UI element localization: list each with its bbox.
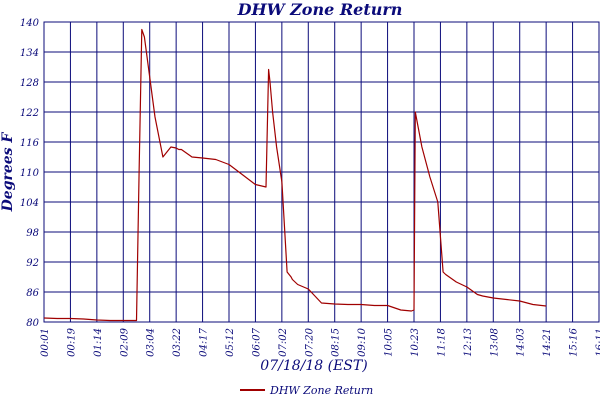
x-tick-label: 01:14: [93, 328, 104, 357]
y-tick-label: 92: [26, 258, 39, 269]
y-tick-label: 104: [20, 198, 39, 209]
plot-frame: [43, 21, 600, 323]
x-tick-label: 15:16: [569, 327, 580, 356]
x-tick-label: 16:11: [595, 328, 600, 357]
y-tick-label: 128: [20, 78, 39, 89]
x-tick-label: 03:04: [146, 328, 157, 357]
y-axis-ticks: 80 86 92 98 104 110 116 122 128 134 140: [20, 18, 40, 329]
x-tick-label: 05:12: [225, 328, 236, 357]
x-tick-label: 10:23: [410, 328, 421, 357]
legend: DHW Zone Return: [240, 384, 373, 397]
x-axis-ticks: 00:01 00:19 01:14 02:09 03:04 03:22 04:17 05:12…: [40, 327, 600, 356]
y-tick-label: 134: [20, 48, 39, 59]
x-tick-label: 07:20: [304, 327, 315, 356]
x-axis-label: 07/18/18 (EST): [260, 358, 367, 374]
x-tick-label: 00:01: [40, 328, 51, 357]
y-tick-label: 86: [26, 288, 39, 299]
legend-label: DHW Zone Return: [269, 384, 373, 397]
y-tick-label: 98: [26, 228, 39, 239]
chart-title: DHW Zone Return: [237, 0, 403, 19]
y-tick-label: 116: [20, 138, 40, 149]
x-tick-label: 11:18: [436, 328, 447, 357]
x-tick-label: 08:15: [331, 328, 342, 357]
x-tick-label: 09:10: [357, 327, 368, 356]
series-line: [43, 28, 547, 322]
x-tick-label: 00:19: [66, 327, 77, 356]
x-tick-label: 13:08: [489, 328, 500, 357]
x-tick-label: 14:21: [542, 328, 553, 357]
x-tick-label: 07:02: [278, 328, 289, 357]
y-tick-label: 110: [20, 168, 40, 179]
series-layer: [43, 28, 547, 322]
y-tick-label: 140: [20, 18, 40, 29]
x-tick-label: 02:09: [119, 327, 130, 356]
grid: [43, 21, 600, 323]
x-tick-label: 12:13: [463, 328, 474, 357]
y-tick-label: 80: [26, 318, 39, 329]
y-axis-label: Degrees F: [0, 132, 16, 213]
x-tick-label: 10:05: [384, 328, 395, 357]
x-tick-label: 06:07: [251, 327, 262, 356]
x-tick-label: 03:22: [172, 328, 183, 357]
x-tick-label: 04:17: [199, 327, 210, 356]
y-tick-label: 122: [20, 108, 39, 119]
x-tick-label: 14:03: [516, 328, 527, 357]
